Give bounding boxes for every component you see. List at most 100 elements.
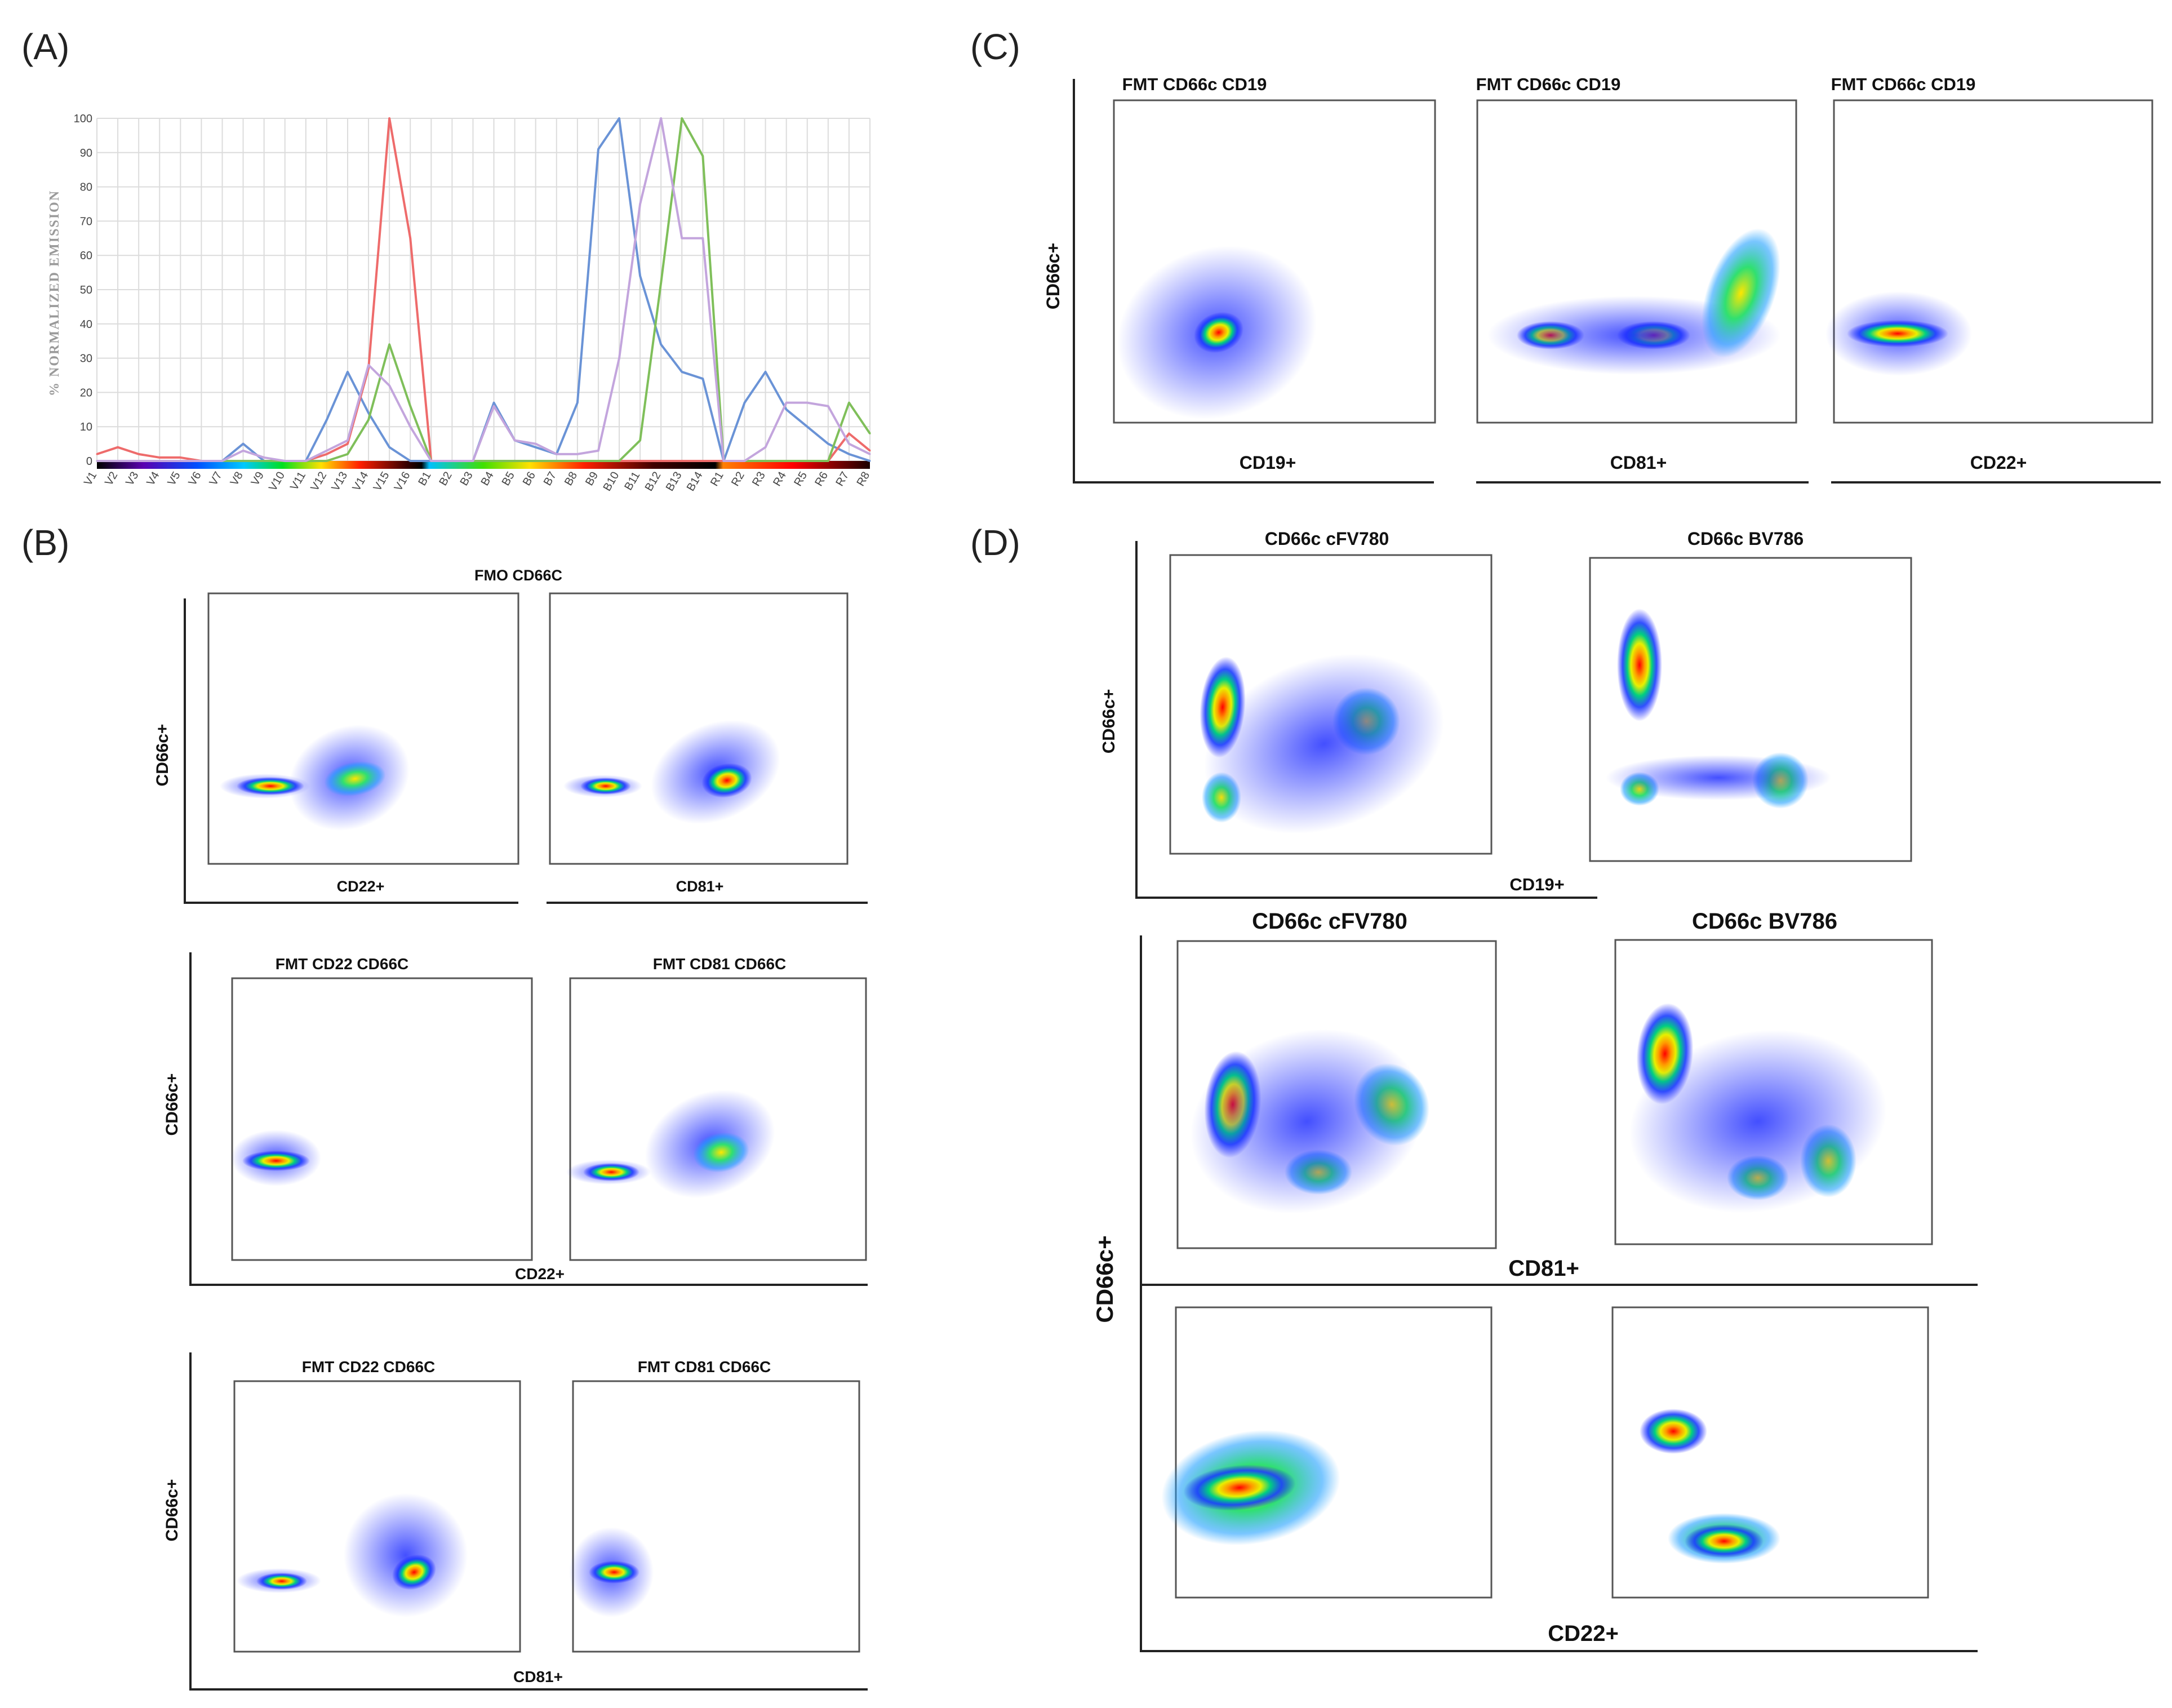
spectrum-point xyxy=(785,460,788,462)
spectrum-point xyxy=(701,460,704,462)
panel-b-row3-xlabel: CD81+ xyxy=(513,1668,563,1685)
axes-b3 xyxy=(189,1352,868,1691)
spectrum-point xyxy=(117,460,119,462)
spectrum-x-ticks: V1 V2 V3 V4 V5 V6 V7 V8 V9 V10 V11 V12 V13 V14 V15 V16 B… xyxy=(82,470,872,494)
spectrum-y-tick: 50 xyxy=(80,284,92,296)
panel-d-top-xlabel: CD19+ xyxy=(1509,875,1564,894)
panel-b-row2-title-right: FMT CD81 CD66C xyxy=(653,955,786,973)
spectrum-x-tick: R6 xyxy=(812,470,830,489)
spectrum-point xyxy=(618,460,620,462)
density-population xyxy=(1629,1030,1887,1213)
spectrum-x-tick: B11 xyxy=(622,470,642,493)
density-population xyxy=(242,1151,310,1171)
spectrum-point xyxy=(639,203,641,205)
spectrum-y-tick: 90 xyxy=(80,147,92,159)
spectrum-point xyxy=(200,460,202,462)
density-population xyxy=(1606,755,1831,800)
panel-c-xlabel-1: CD19+ xyxy=(1240,452,1296,473)
spectrum-x-tick: R5 xyxy=(792,470,810,489)
density-population xyxy=(1685,1524,1764,1558)
spectrum-x-tick: R2 xyxy=(729,470,747,489)
spectrum-point xyxy=(785,409,788,411)
spectrum-point xyxy=(827,460,829,462)
spectrum-point xyxy=(869,453,871,455)
spectrum-point xyxy=(347,440,349,442)
plot-d3-right xyxy=(1611,1306,1929,1599)
panel-d-mid-xlabel: CD81+ xyxy=(1508,1256,1579,1281)
spectrum-point xyxy=(326,419,328,421)
density-population xyxy=(256,1573,307,1590)
spectrum-x-tick: B14 xyxy=(685,470,705,494)
panel-label-b: (B) xyxy=(21,522,69,563)
spectrum-x-tick: V4 xyxy=(144,470,162,488)
spectrum-x-tick: V8 xyxy=(228,470,246,488)
spectrum-point xyxy=(660,460,662,462)
spectrum-x-tick: B7 xyxy=(541,470,559,488)
panel-d-mid-title-left: CD66c cFV780 xyxy=(1252,909,1407,934)
spectrum-point xyxy=(827,405,829,407)
spectrum-x-tick: V10 xyxy=(266,470,287,494)
density-population xyxy=(583,1163,639,1181)
spectrum-point xyxy=(744,402,746,404)
panel-b-row2-title-left: FMT CD22 CD66C xyxy=(276,955,408,973)
spectrum-x-tick: R4 xyxy=(771,470,789,489)
spectrum-point xyxy=(242,460,245,462)
spectrum-point xyxy=(744,460,746,462)
spectrum-point xyxy=(848,453,850,455)
spectrum-y-ticks: 0 10 20 30 40 50 60 70 80 90 100 xyxy=(74,113,92,468)
spectrum-x-tick: B1 xyxy=(416,470,433,488)
spectrum-point xyxy=(765,446,767,449)
spectrum-point xyxy=(158,456,161,459)
spectrum-point xyxy=(701,155,704,157)
spectrum-point xyxy=(618,357,620,360)
spectrum-point xyxy=(137,453,140,455)
spectrum-point xyxy=(701,378,704,380)
spectrum-point xyxy=(347,443,349,445)
spectrum-x-tick: V15 xyxy=(371,470,392,494)
spectrum-x-tick: V12 xyxy=(308,470,329,494)
spectrum-point xyxy=(722,460,725,462)
spectrum-y-tick: 0 xyxy=(86,455,92,468)
panel-d-bottom-xlabel: CD22+ xyxy=(1548,1621,1619,1646)
spectrum-point xyxy=(848,432,850,434)
panel-b-row3-title-left: FMT CD22 CD66C xyxy=(302,1358,435,1376)
spectrum-point xyxy=(514,440,516,442)
spectrum-x-tick: R1 xyxy=(708,470,726,489)
spectrum-point xyxy=(869,432,871,434)
density-population xyxy=(237,777,304,795)
spectrum-point xyxy=(284,460,286,462)
spectrum-point xyxy=(367,412,370,414)
spectrum-point xyxy=(137,460,140,462)
spectrum-x-tick: R8 xyxy=(854,470,872,489)
spectrum-point xyxy=(660,343,662,345)
spectrum-x-tick: V11 xyxy=(288,470,308,493)
spectrum-y-tick: 70 xyxy=(80,215,92,228)
density-population xyxy=(693,1132,749,1173)
spectrum-point xyxy=(639,440,641,442)
density-population xyxy=(1640,1409,1707,1454)
spectrum-x-tick: R3 xyxy=(750,470,768,489)
spectrum-point xyxy=(96,453,98,455)
panel-d-top-ylabel: CD66c+ xyxy=(1099,689,1118,754)
spectrum-point xyxy=(556,453,558,455)
spectrum-point xyxy=(493,405,495,407)
spectrum-point xyxy=(639,460,641,462)
spectrum-point xyxy=(765,460,767,462)
panel-b-row3-title-right: FMT CD81 CD66C xyxy=(638,1358,771,1376)
spectrum-point xyxy=(179,456,181,459)
spectrum-color-bar xyxy=(97,461,870,469)
spectrum-point xyxy=(326,460,328,462)
spectrum-y-tick: 30 xyxy=(80,353,92,365)
axes-d-main xyxy=(1140,935,1978,1652)
spectrum-point xyxy=(179,460,181,462)
spectrum-y-label: % NORMALIZED EMISSION xyxy=(47,190,62,396)
axes-b2 xyxy=(189,952,868,1286)
density-population xyxy=(1190,1029,1424,1214)
spectrum-point xyxy=(388,446,390,449)
spectrum-x-tick: B12 xyxy=(643,470,664,494)
spectrum-y-tick: 80 xyxy=(80,181,92,194)
panel-c-xlabel-3: CD22+ xyxy=(1970,452,2027,473)
spectrum-point xyxy=(117,446,119,449)
density-population xyxy=(1194,312,1243,353)
